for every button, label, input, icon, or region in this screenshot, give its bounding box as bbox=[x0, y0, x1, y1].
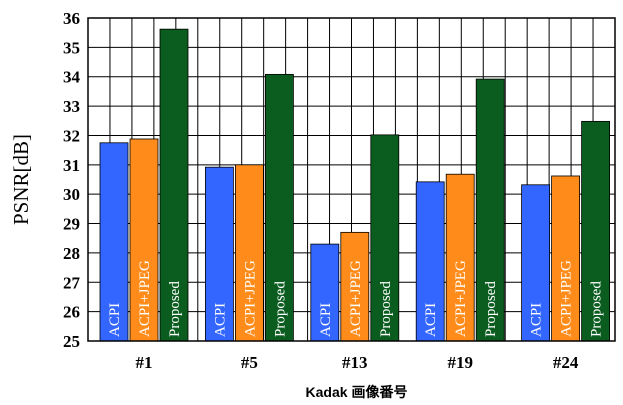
bar-acpi-n24 bbox=[521, 184, 550, 342]
bar-series-label: Proposed bbox=[167, 281, 183, 337]
y-tick-label: 30 bbox=[63, 185, 80, 204]
bar-series-label: ACPI+JPEG bbox=[348, 260, 364, 337]
x-axis-label: Kadak 画像番号 bbox=[306, 384, 408, 400]
bar-series-label: ACPI bbox=[212, 303, 228, 337]
bar-proposed-n24 bbox=[581, 120, 610, 342]
bar-proposed-n5 bbox=[264, 73, 294, 342]
y-tick-label: 36 bbox=[63, 9, 80, 28]
bar-acpi-n13 bbox=[310, 243, 340, 342]
bar-acpi-n5 bbox=[204, 166, 234, 342]
x-category-label: #1 bbox=[136, 353, 153, 372]
bar-acpi-jpeg-n19 bbox=[445, 173, 475, 342]
bar-series-label: Proposed bbox=[483, 281, 499, 337]
bar-series-label: ACPI bbox=[423, 303, 439, 337]
y-tick-label: 34 bbox=[63, 68, 81, 87]
x-category-label: #5 bbox=[241, 353, 258, 372]
bar-series-label: Proposed bbox=[378, 281, 394, 337]
x-category-label: #19 bbox=[447, 353, 473, 372]
y-tick-label: 28 bbox=[63, 244, 80, 263]
y-tick-label: 35 bbox=[63, 38, 80, 57]
bar-proposed-n1 bbox=[159, 28, 189, 342]
bar-series-label: ACPI+JPEG bbox=[453, 260, 469, 337]
bar-series-label: ACPI+JPEG bbox=[559, 260, 575, 337]
y-tick-labels: 25 26 27 28 29 30 31 32 33 34 35 36 bbox=[63, 9, 81, 351]
y-tick-label: 32 bbox=[63, 126, 80, 145]
x-category-label: #13 bbox=[342, 353, 368, 372]
y-tick-label: 26 bbox=[63, 303, 80, 322]
bar-acpi-n19 bbox=[415, 181, 445, 342]
bar-acpi-jpeg-n5 bbox=[234, 164, 264, 342]
bar-acpi-jpeg-n13 bbox=[340, 231, 370, 342]
bar-acpi-jpeg-n24 bbox=[551, 175, 580, 342]
bar-acpi-n1 bbox=[99, 142, 129, 342]
bar-series-label: ACPI bbox=[107, 303, 123, 337]
bar-series-label: ACPI+JPEG bbox=[242, 260, 258, 337]
bar-series-label: ACPI+JPEG bbox=[137, 260, 153, 337]
x-category-labels: #1 #5 #13 #19 #24 bbox=[136, 353, 579, 372]
plot-frame bbox=[87, 17, 616, 342]
bar-proposed-n19 bbox=[475, 78, 505, 342]
y-axis-label: PSNR[dB] bbox=[9, 134, 33, 225]
bar-series-label: ACPI bbox=[318, 303, 334, 337]
bars-group: ACPI ACPI+JPEG Proposed ACPI ACPI+JPEG Propos… bbox=[99, 28, 610, 342]
bar-series-label: Proposed bbox=[589, 281, 605, 337]
y-tick-label: 25 bbox=[63, 332, 80, 351]
bar-acpi-jpeg-n1 bbox=[129, 138, 159, 342]
y-tick-label: 29 bbox=[63, 215, 80, 234]
bar-series-label: ACPI bbox=[529, 303, 545, 337]
y-tick-label: 27 bbox=[63, 273, 81, 292]
bar-proposed-n13 bbox=[370, 134, 400, 342]
y-tick-label: 33 bbox=[63, 97, 80, 116]
bar-series-label: Proposed bbox=[272, 281, 288, 337]
y-tick-label: 31 bbox=[63, 156, 80, 175]
x-category-label: #24 bbox=[553, 353, 579, 372]
